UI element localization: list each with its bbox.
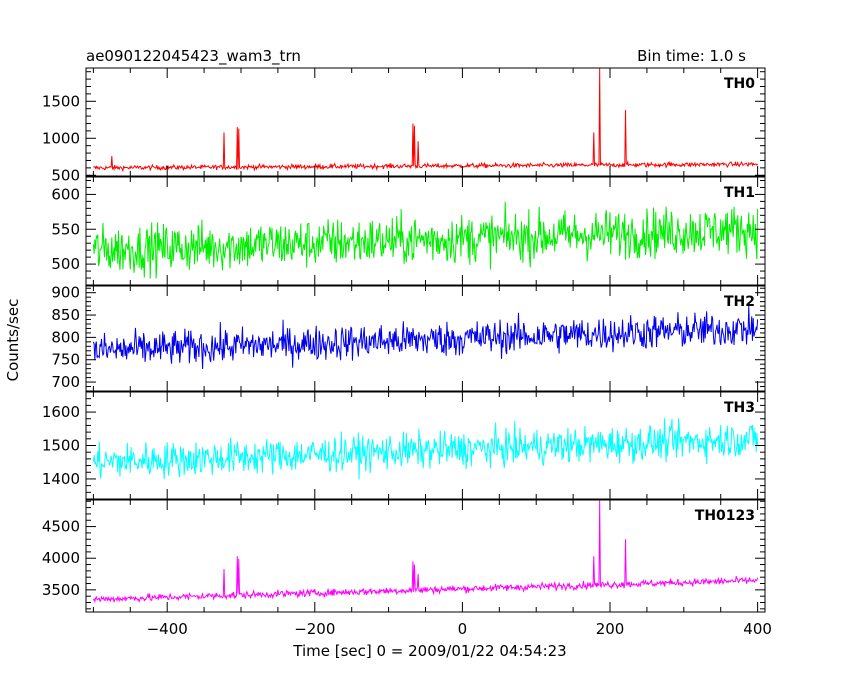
x-tick-label: 400	[743, 620, 772, 638]
series-line-th2	[92, 305, 759, 370]
x-tick-label: −200	[294, 620, 335, 638]
y-tick-label: 750	[51, 351, 80, 369]
y-tick-label: 3500	[42, 581, 80, 599]
panel-frame	[85, 499, 766, 613]
panel-label: TH1	[724, 185, 755, 201]
y-tick-label: 900	[51, 284, 80, 302]
y-tick-label: 1600	[42, 403, 80, 421]
series-line-th0123	[92, 500, 759, 604]
panel-th1: 500 550 600 TH1	[51, 176, 766, 286]
x-tick-label: 0	[458, 620, 468, 638]
panel-th2: 700 750 800 850 900 TH2	[51, 284, 766, 392]
chart-title: ae090122045423_wam3_trn	[86, 47, 301, 66]
y-tick-label: 1500	[42, 437, 80, 455]
panel-th0: 500 1000 1500 TH0	[42, 67, 766, 184]
y-tick-label: 550	[51, 220, 80, 238]
y-tick-label: 500	[51, 255, 80, 273]
panel-label: TH0123	[695, 508, 755, 524]
y-tick-label: 700	[51, 373, 80, 391]
panel-th0123: 3500 4000 4500 TH0123 −400 −200 0 200 400	[42, 499, 772, 638]
y-axis-label: Counts/sec	[4, 299, 22, 382]
panels: 500 1000 1500 TH0 500 550 600 TH1 700 750 800 850 90…	[42, 67, 772, 638]
panel-label: TH3	[724, 400, 755, 416]
series-line-th1	[92, 201, 759, 279]
panel-label: TH2	[724, 294, 755, 310]
y-tick-label: 800	[51, 328, 80, 346]
y-tick-label: 1500	[42, 92, 80, 110]
series-line-th0	[93, 68, 759, 173]
x-tick-label: 200	[596, 620, 625, 638]
y-tick-label: 1000	[42, 129, 80, 147]
panel-frame	[85, 67, 766, 177]
y-tick-label: 850	[51, 306, 80, 324]
y-tick-label: 4000	[42, 549, 80, 567]
panel-th3: 1400 1500 1600 TH3	[42, 391, 766, 500]
bin-time-label: Bin time: 1.0 s	[637, 47, 746, 65]
y-tick-label: 1400	[42, 470, 80, 488]
y-tick-label: 600	[51, 185, 80, 203]
x-axis-label: Time [sec] 0 = 2009/01/22 04:54:23	[292, 642, 566, 660]
x-tick-label: −400	[147, 620, 188, 638]
series-line-th3	[92, 418, 759, 480]
panel-label: TH0	[724, 76, 755, 92]
y-tick-label: 4500	[42, 518, 80, 536]
y-tick-label: 500	[51, 166, 80, 184]
